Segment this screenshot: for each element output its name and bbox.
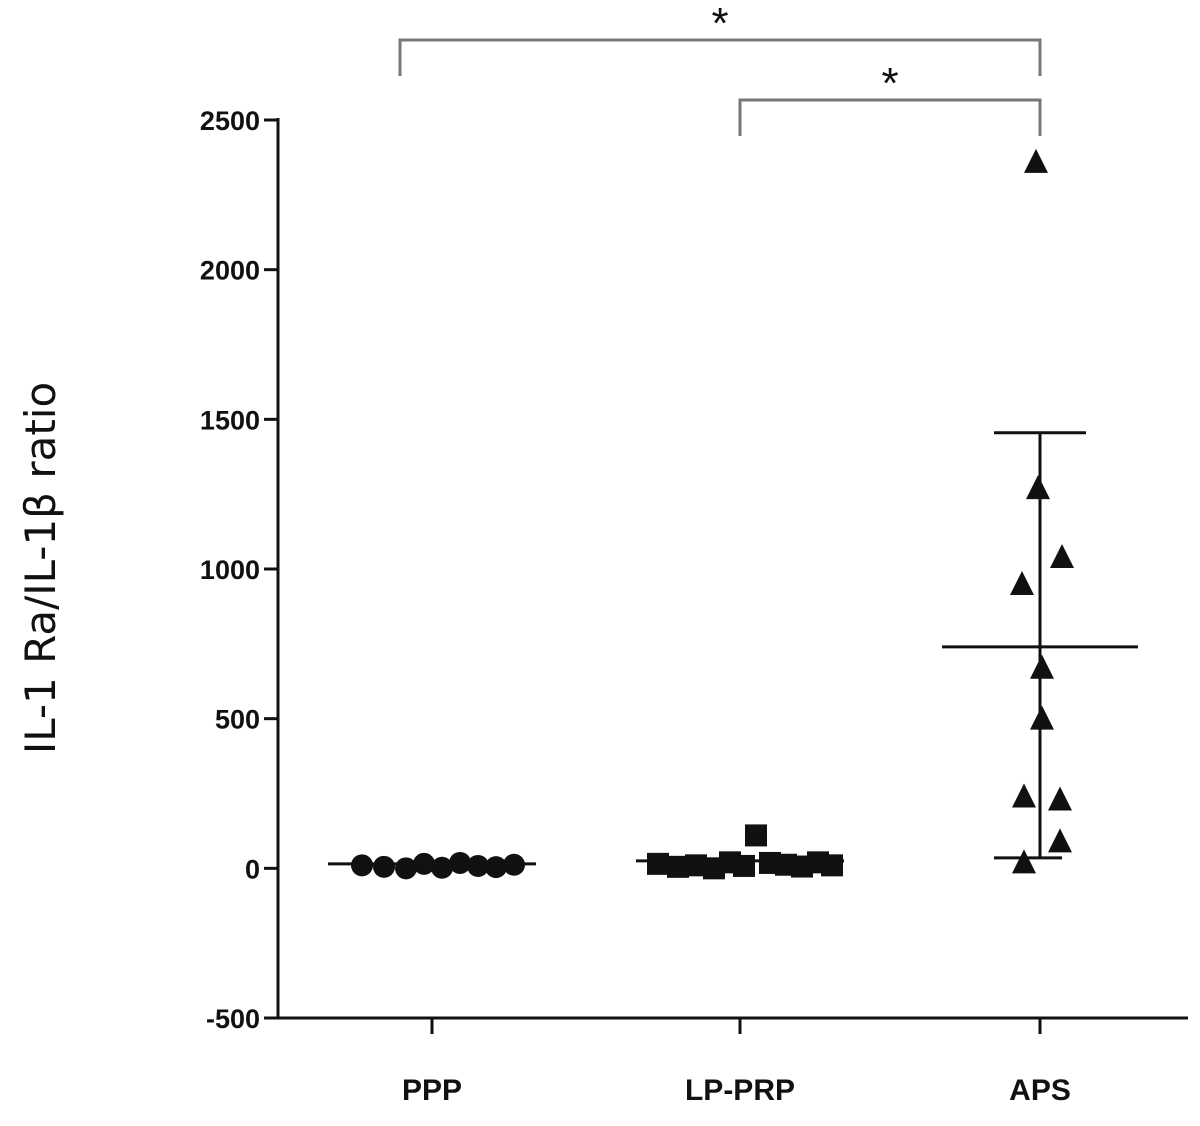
y-tick-label: 1000 (200, 555, 260, 585)
significance-asterisk: * (881, 59, 898, 108)
data-point-circle (431, 856, 453, 879)
significance-bracket (398, 38, 1042, 76)
significance-bracket (738, 98, 1042, 136)
y-tick-label: 500 (215, 705, 260, 735)
data-point-circle (485, 856, 507, 879)
data-point-triangle (1010, 570, 1034, 595)
data-point-square (647, 852, 669, 875)
data-point-circle (467, 854, 489, 877)
data-point-triangle (1048, 828, 1072, 853)
significance-brackets: ** (398, 0, 1042, 136)
x-tick-label: APS (1009, 1074, 1071, 1107)
y-tick-label: 2000 (200, 256, 260, 286)
data-point-triangle (1050, 544, 1074, 569)
data-point-triangle (1012, 849, 1036, 874)
data-point-square (733, 854, 755, 877)
y-tick-label: -500 (206, 1004, 260, 1034)
x-tick-label: LP-PRP (685, 1074, 795, 1107)
data-point-triangle (1012, 783, 1036, 808)
data-point-square (745, 824, 767, 847)
data-point-triangle (1026, 475, 1050, 500)
y-tick-label: 2500 (200, 106, 260, 136)
x-tick-label: PPP (402, 1074, 462, 1107)
y-axis-label: IL-1 Ra/IL-1β ratio (16, 382, 65, 754)
data-points (351, 148, 1074, 880)
mean-sd-bars (328, 431, 1138, 866)
y-tick-label: 0 (245, 854, 260, 884)
data-point-triangle (1030, 654, 1054, 679)
data-point-triangle (1048, 786, 1072, 811)
data-point-triangle (1024, 148, 1048, 173)
data-point-circle (373, 855, 395, 878)
y-tick-label: 1500 (200, 405, 260, 435)
data-point-square (821, 854, 843, 877)
significance-asterisk: * (711, 0, 728, 48)
data-point-triangle (1030, 705, 1054, 730)
axes: -500 0 500 1000 1500 2000 2500 PPP LP-PRP APS (200, 106, 1188, 1107)
